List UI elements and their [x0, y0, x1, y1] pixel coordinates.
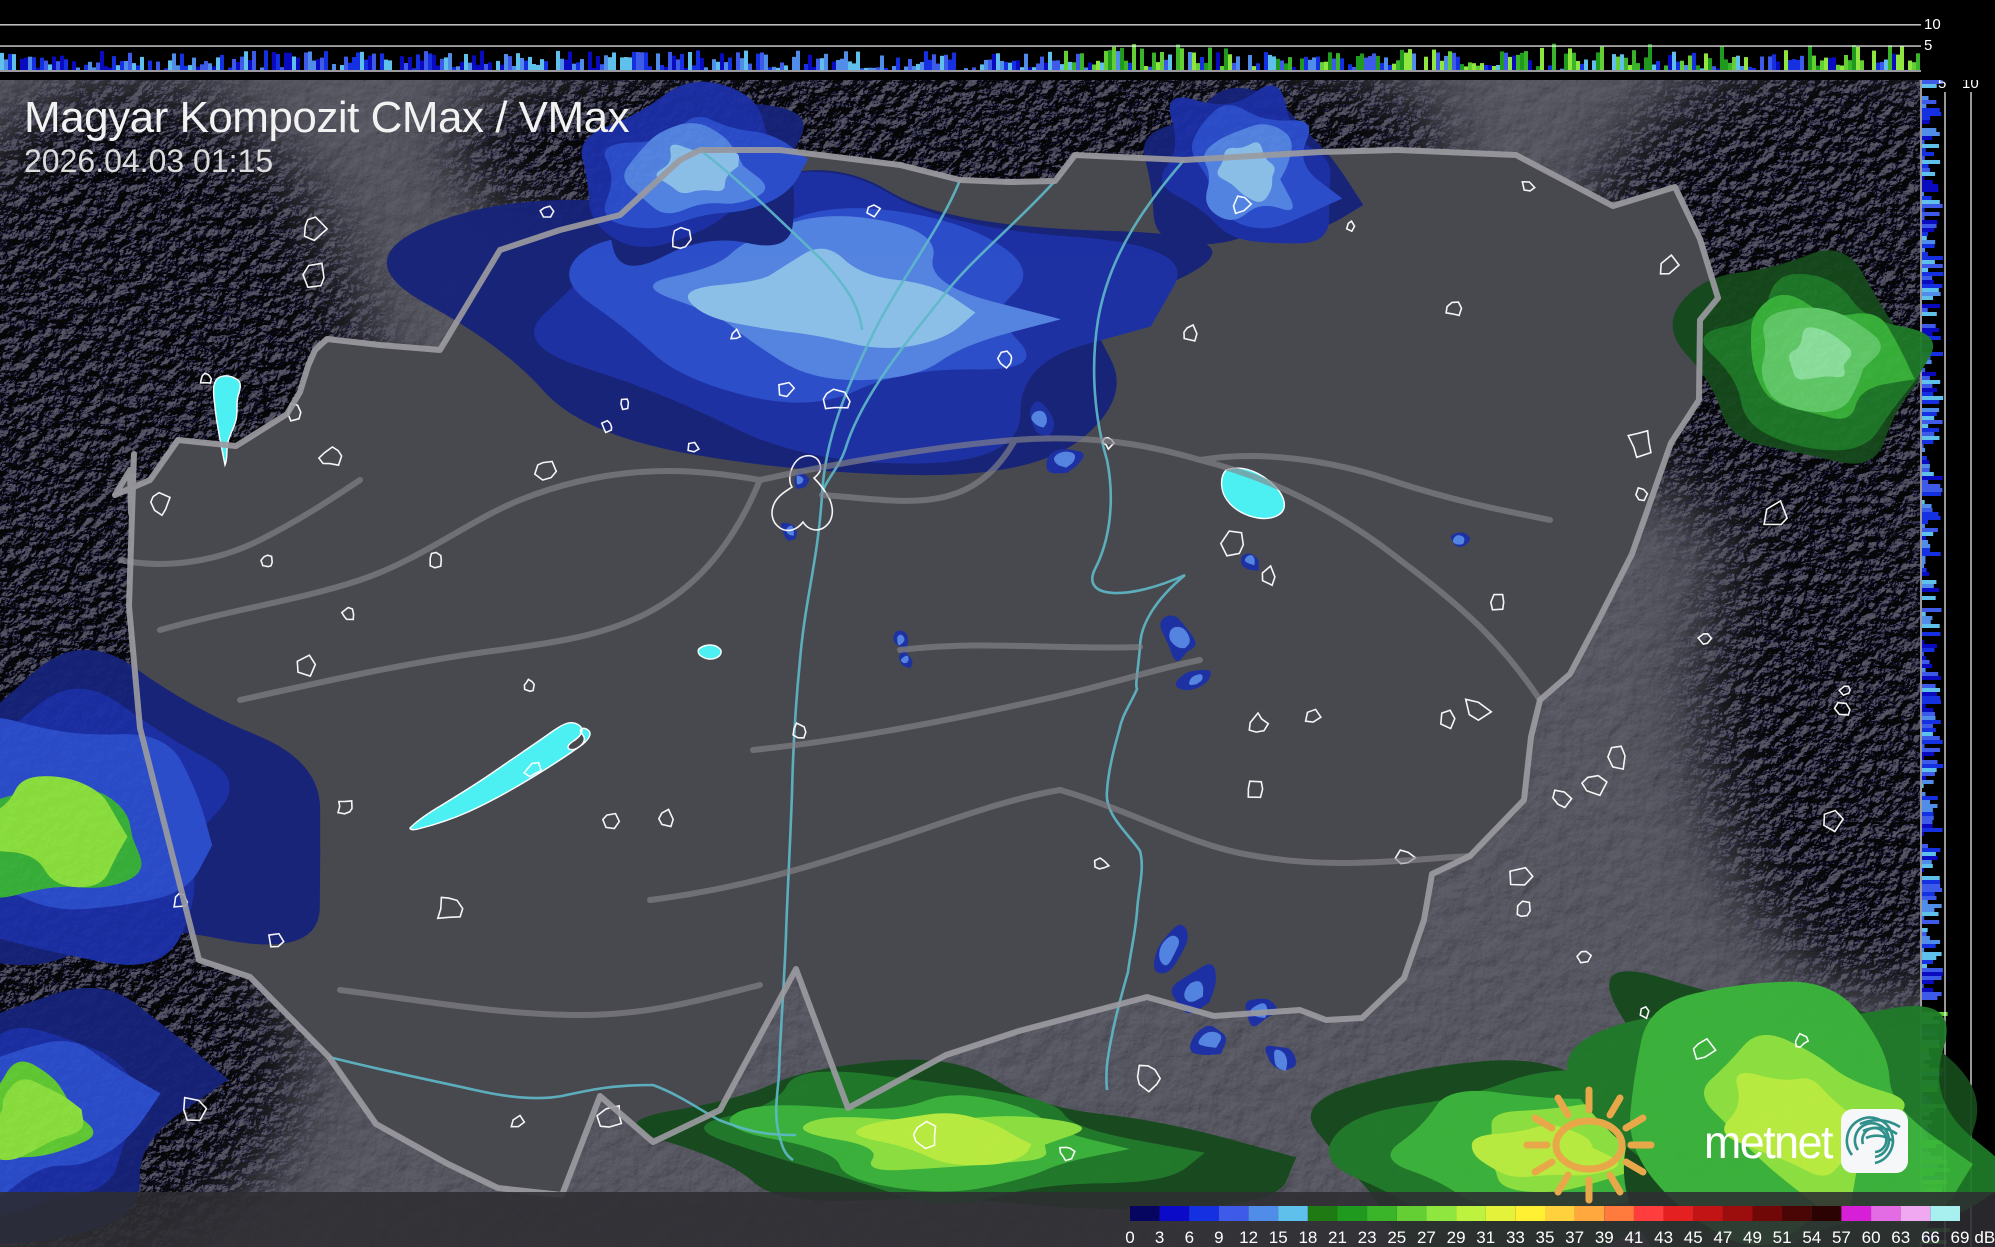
svg-text:66: 66	[1921, 1228, 1940, 1247]
svg-text:49: 49	[1743, 1228, 1762, 1247]
svg-text:51: 51	[1773, 1228, 1792, 1247]
svg-text:3: 3	[1155, 1228, 1164, 1247]
svg-text:12: 12	[1239, 1228, 1258, 1247]
svg-text:27: 27	[1417, 1228, 1436, 1247]
svg-text:23: 23	[1358, 1228, 1377, 1247]
svg-text:47: 47	[1713, 1228, 1732, 1247]
svg-text:metnet: metnet	[1704, 1116, 1834, 1168]
svg-text:Magyar Kompozit CMax / VMax: Magyar Kompozit CMax / VMax	[24, 93, 630, 142]
svg-text:33: 33	[1506, 1228, 1525, 1247]
svg-text:9: 9	[1214, 1228, 1223, 1247]
svg-text:35: 35	[1536, 1228, 1555, 1247]
svg-text:25: 25	[1387, 1228, 1406, 1247]
svg-text:63: 63	[1891, 1228, 1910, 1247]
svg-text:2026.04.03 01:15: 2026.04.03 01:15	[24, 143, 273, 179]
svg-text:41: 41	[1624, 1228, 1643, 1247]
svg-text:0: 0	[1125, 1228, 1134, 1247]
svg-text:31: 31	[1476, 1228, 1495, 1247]
svg-text:43: 43	[1654, 1228, 1673, 1247]
svg-text:39: 39	[1595, 1228, 1614, 1247]
svg-text:18: 18	[1298, 1228, 1317, 1247]
svg-text:5: 5	[1924, 37, 1932, 54]
svg-text:10: 10	[1924, 16, 1941, 33]
svg-text:6: 6	[1185, 1228, 1194, 1247]
svg-text:45: 45	[1684, 1228, 1703, 1247]
svg-text:dBZ: dBZ	[1974, 1228, 1995, 1247]
svg-text:60: 60	[1862, 1228, 1881, 1247]
svg-text:54: 54	[1802, 1228, 1821, 1247]
svg-text:69: 69	[1951, 1228, 1970, 1247]
svg-text:21: 21	[1328, 1228, 1347, 1247]
svg-text:37: 37	[1565, 1228, 1584, 1247]
svg-text:15: 15	[1269, 1228, 1288, 1247]
svg-text:29: 29	[1447, 1228, 1466, 1247]
svg-text:57: 57	[1832, 1228, 1851, 1247]
